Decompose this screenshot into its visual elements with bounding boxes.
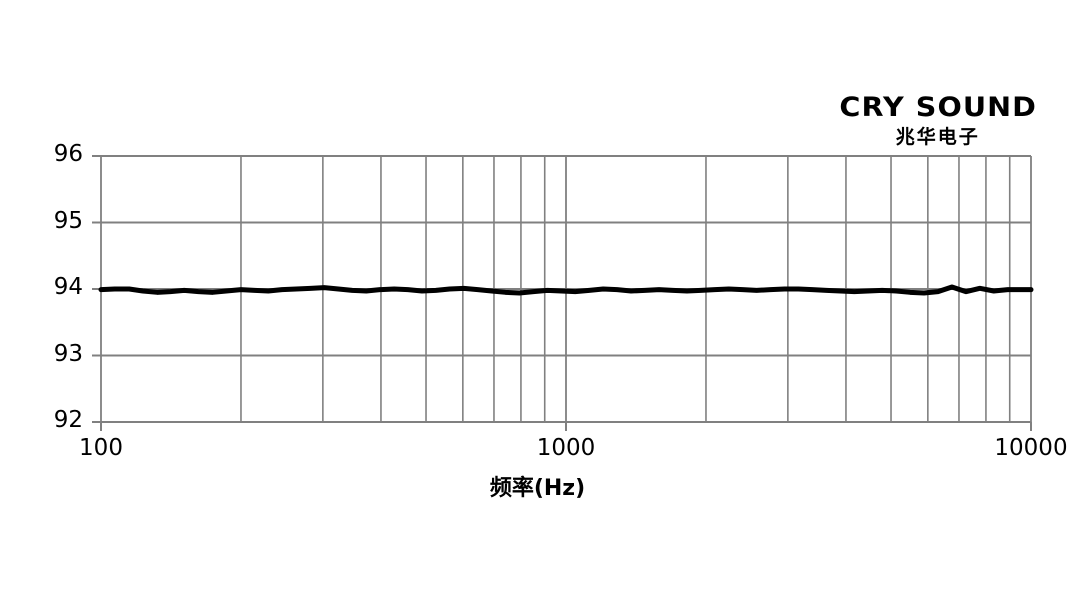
cry-sound-logo: CRY SOUND 兆华电子 bbox=[839, 94, 1036, 148]
y-tick-label: 92 bbox=[53, 407, 83, 433]
x-tick-label: 10000 bbox=[994, 435, 1068, 461]
data-series-line bbox=[98, 284, 1034, 296]
y-tick-label: 94 bbox=[53, 274, 83, 300]
x-tick-label: 100 bbox=[79, 435, 123, 461]
logo-sub-text: 兆华电子 bbox=[895, 126, 980, 148]
logo-main-text: CRY SOUND bbox=[838, 92, 1037, 123]
x-tick-label: 1000 bbox=[536, 435, 596, 461]
y-tick-label: 96 bbox=[53, 141, 83, 167]
y-tick-label: 93 bbox=[53, 340, 83, 367]
y-tick-label: 95 bbox=[53, 207, 83, 234]
x-axis-title: 频率(Hz) bbox=[489, 476, 586, 501]
